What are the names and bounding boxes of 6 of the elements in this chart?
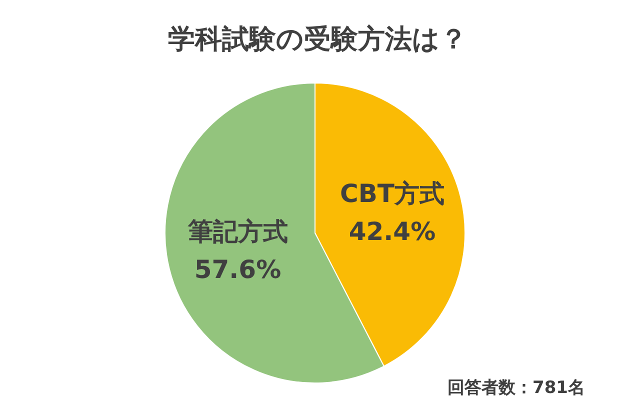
chart-title: 学科試験の受験方法は？ [168, 24, 467, 55]
text: 回答者数：781名 [448, 378, 585, 398]
slice-label: 筆記方式 [186, 216, 288, 246]
data-label: 42.4% [348, 217, 436, 246]
data-label: 57.6% [194, 254, 282, 284]
slice-label: CBT方式 [340, 179, 444, 208]
